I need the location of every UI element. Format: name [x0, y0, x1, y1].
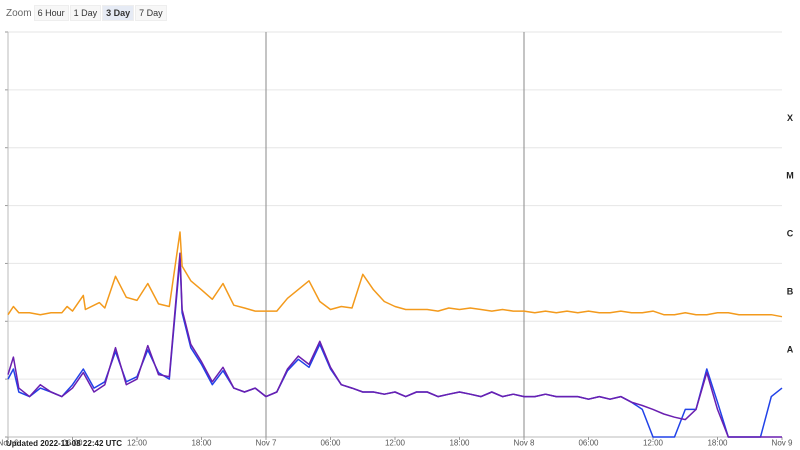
zoom-label: Zoom	[6, 7, 32, 19]
zoom-bar: Zoom 6 Hour 1 Day 3 Day 7 Day	[6, 5, 168, 21]
x-tick-label: 18:00	[191, 439, 212, 448]
x-tick-label: Nov 9	[772, 439, 793, 448]
x-tick-label: 12:00	[385, 439, 406, 448]
x-tick-label: 12:00	[643, 439, 664, 448]
series-line-2	[7, 252, 782, 438]
series-line-1	[7, 231, 783, 318]
zoom-6-hour-button[interactable]: 6 Hour	[33, 5, 69, 21]
x-tick-label: 06:00	[578, 439, 599, 448]
class-label-x: X	[787, 113, 793, 123]
class-label-m: M	[786, 171, 794, 181]
updated-timestamp: Updated 2022-11-08 22:42 UTC	[6, 439, 123, 448]
class-label-c: C	[787, 229, 794, 239]
class-label-b: B	[787, 286, 794, 296]
zoom-7-day-button[interactable]: 7 Day	[135, 5, 167, 21]
x-tick-label: 06:00	[62, 439, 83, 448]
zoom-3-day-button[interactable]: 3 Day	[102, 5, 135, 21]
x-tick-label: Nov 8	[514, 439, 535, 448]
x-tick-label: Nov 6	[0, 439, 19, 448]
zoom-1-day-button[interactable]: 1 Day	[69, 5, 102, 21]
x-tick-label: 12:00	[127, 439, 148, 448]
x-tick-label: 06:00	[320, 439, 341, 448]
x-tick-label: Nov 7	[256, 439, 277, 448]
series-line-3	[7, 258, 783, 438]
class-label-a: A	[787, 344, 794, 354]
x-tick-label: 18:00	[707, 439, 728, 448]
x-tick-label: 18:00	[449, 439, 470, 448]
